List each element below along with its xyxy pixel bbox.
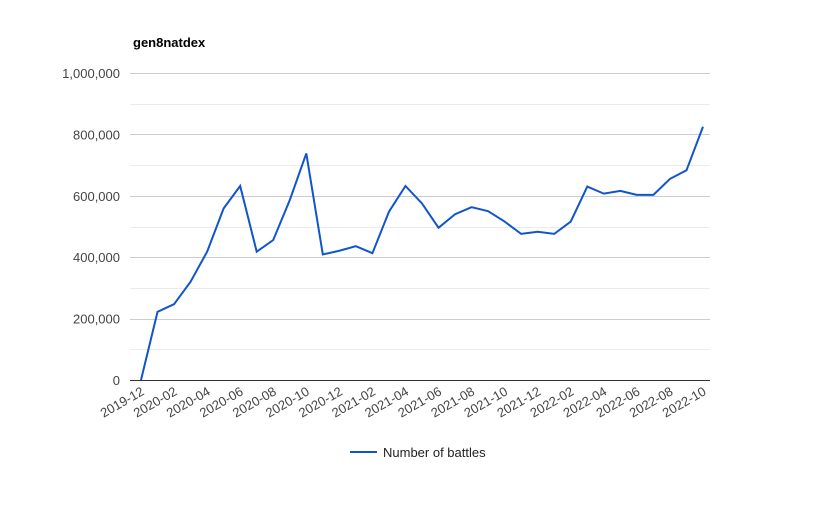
data-point[interactable]: [254, 249, 260, 255]
data-point[interactable]: [221, 205, 227, 211]
data-point[interactable]: [452, 211, 458, 217]
data-point[interactable]: [601, 191, 607, 197]
data-point[interactable]: [237, 183, 243, 189]
y-tick-label: 800,000: [73, 127, 120, 142]
legend-label: Number of battles: [383, 445, 486, 460]
data-points: [138, 124, 706, 383]
data-point[interactable]: [402, 183, 408, 189]
y-tick-label: 400,000: [73, 250, 120, 265]
data-point[interactable]: [683, 167, 689, 173]
data-point[interactable]: [535, 229, 541, 235]
data-point[interactable]: [204, 249, 210, 255]
data-point[interactable]: [270, 237, 276, 243]
series-line-number-of-battles: [140, 126, 704, 381]
chart-title: gen8natdex: [133, 35, 206, 50]
data-point[interactable]: [369, 250, 375, 256]
data-point[interactable]: [436, 225, 442, 231]
data-point[interactable]: [155, 309, 161, 315]
data-point[interactable]: [584, 184, 590, 190]
data-point[interactable]: [386, 209, 392, 215]
data-point[interactable]: [650, 192, 656, 198]
data-point[interactable]: [320, 251, 326, 257]
data-point[interactable]: [171, 301, 177, 307]
data-point[interactable]: [518, 231, 524, 237]
y-tick-label: 200,000: [73, 312, 120, 327]
data-point[interactable]: [188, 279, 194, 285]
data-point[interactable]: [502, 219, 508, 225]
data-point[interactable]: [469, 204, 475, 210]
data-point[interactable]: [138, 377, 144, 383]
data-point[interactable]: [617, 188, 623, 194]
data-point[interactable]: [353, 243, 359, 249]
y-tick-label: 0: [113, 373, 120, 388]
y-tick-label: 600,000: [73, 189, 120, 204]
data-point[interactable]: [485, 208, 491, 214]
data-point[interactable]: [336, 248, 342, 254]
data-point[interactable]: [287, 197, 293, 203]
data-point[interactable]: [634, 192, 640, 198]
data-point[interactable]: [303, 150, 309, 156]
data-point[interactable]: [551, 231, 557, 237]
y-tick-label: 1,000,000: [62, 66, 120, 81]
legend[interactable]: Number of battles: [350, 445, 486, 460]
data-point[interactable]: [568, 219, 574, 225]
data-point[interactable]: [667, 176, 673, 182]
data-point[interactable]: [419, 200, 425, 206]
data-point[interactable]: [700, 124, 706, 130]
